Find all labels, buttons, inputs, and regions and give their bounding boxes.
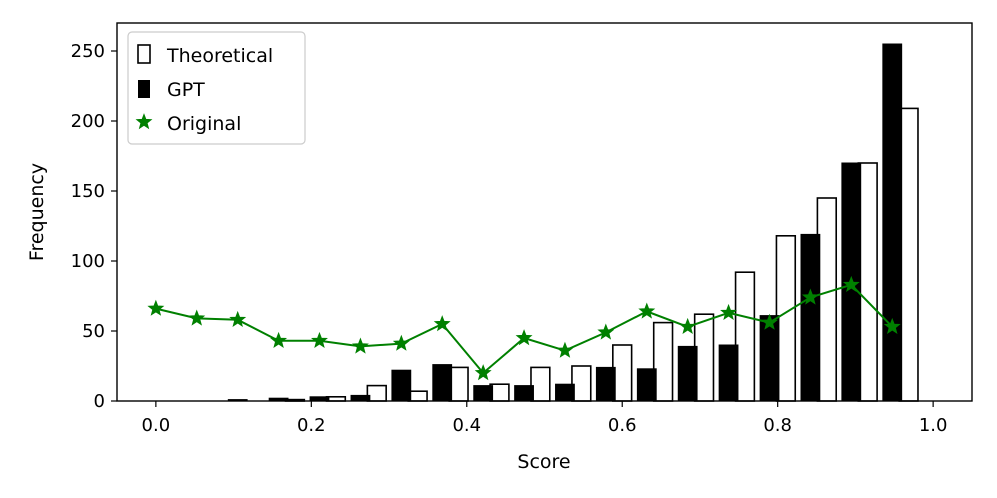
legend-theoretical-swatch bbox=[137, 44, 151, 64]
original-star-marker bbox=[392, 334, 410, 351]
gpt-bar bbox=[555, 383, 575, 402]
original-star-marker bbox=[883, 317, 901, 335]
legend-gpt-label: GPT bbox=[167, 79, 205, 101]
x-axis-label: Score bbox=[517, 451, 570, 473]
original-star-marker bbox=[147, 299, 165, 316]
gpt-bar bbox=[882, 43, 903, 402]
legend-theoretical-label: Theoretical bbox=[166, 45, 273, 67]
original-star-marker bbox=[720, 303, 738, 321]
x-tick-label: 0.4 bbox=[452, 415, 481, 436]
y-axis-ticks: 0 50 100 150 200 250 bbox=[71, 41, 117, 412]
gpt-bar bbox=[350, 394, 371, 402]
original-star-marker bbox=[474, 364, 492, 381]
legend-original-label: Original bbox=[167, 113, 241, 135]
gpt-bar bbox=[473, 385, 494, 402]
original-star-marker bbox=[638, 302, 656, 319]
original-star-marker bbox=[597, 323, 615, 340]
y-tick-label: 100 bbox=[71, 251, 105, 272]
gpt-bar bbox=[759, 315, 780, 402]
gpt-bar bbox=[514, 385, 534, 402]
y-axis-label: Frequency bbox=[26, 163, 48, 261]
gpt-bar bbox=[718, 344, 739, 402]
x-axis-ticks: 0.0 0.2 0.4 0.6 0.8 1.0 bbox=[142, 401, 948, 436]
original-star-marker bbox=[556, 341, 574, 358]
original-star-marker bbox=[433, 315, 451, 332]
original-star-marker bbox=[801, 288, 819, 305]
y-tick-label: 200 bbox=[71, 111, 105, 132]
gpt-bar bbox=[677, 345, 698, 402]
legend-box bbox=[127, 31, 306, 145]
legend-original-marker bbox=[135, 113, 153, 130]
y-tick-label: 50 bbox=[82, 321, 105, 342]
gpt-bar bbox=[595, 366, 616, 402]
x-tick-label: 0.6 bbox=[608, 415, 637, 436]
x-tick-label: 1.0 bbox=[919, 415, 948, 436]
original-star-marker bbox=[515, 329, 533, 346]
gpt-bar bbox=[391, 369, 412, 402]
legend: Theoretical GPT Original bbox=[127, 31, 306, 145]
original-star-marker bbox=[842, 275, 860, 293]
original-star-marker bbox=[761, 313, 778, 330]
original-star-marker bbox=[351, 337, 369, 354]
gpt-bar bbox=[636, 368, 657, 402]
y-tick-label: 250 bbox=[71, 41, 105, 62]
legend-gpt-swatch bbox=[138, 80, 150, 98]
gpt-bar bbox=[432, 364, 453, 402]
x-tick-label: 0.2 bbox=[297, 415, 326, 436]
original-star-marker bbox=[311, 331, 328, 349]
original-star-marker bbox=[270, 331, 288, 349]
x-tick-label: 0.0 bbox=[142, 415, 171, 436]
plot-frame bbox=[116, 22, 973, 402]
y-tick-label: 0 bbox=[94, 391, 105, 412]
x-tick-label: 0.8 bbox=[763, 415, 792, 436]
original-line-layer bbox=[147, 275, 901, 381]
original-star-marker bbox=[679, 317, 697, 335]
y-tick-label: 150 bbox=[71, 181, 105, 202]
gpt-bar bbox=[800, 233, 821, 402]
original-star-marker bbox=[188, 309, 206, 326]
original-star-marker bbox=[229, 310, 247, 328]
